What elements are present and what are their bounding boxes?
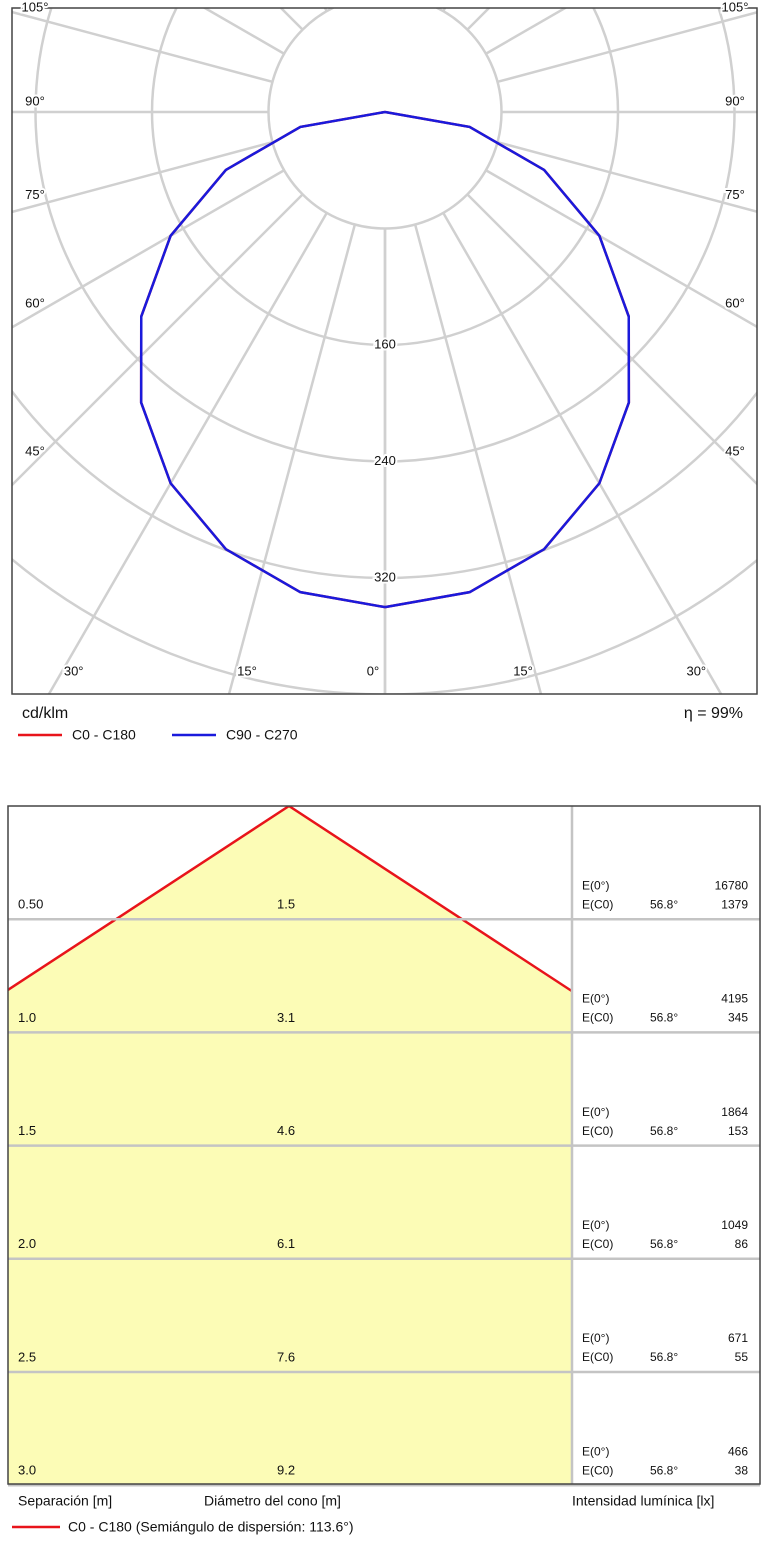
column-label: Separación [m] bbox=[18, 1493, 112, 1509]
r-tick-label: 320 bbox=[374, 569, 396, 584]
polar-plot: 160 240 320 bbox=[12, 8, 757, 694]
height-label: 1.0 bbox=[18, 1010, 36, 1025]
angle-label: 56.8° bbox=[650, 1237, 678, 1251]
e0-label: E(0°) bbox=[582, 1105, 609, 1119]
grid-spoke bbox=[442, 212, 723, 694]
angle-label: 105° bbox=[722, 0, 749, 15]
angle-label: 56.8° bbox=[650, 897, 678, 911]
angle-label: 90° bbox=[25, 93, 45, 108]
e0-value: 466 bbox=[728, 1444, 748, 1458]
height-label: 3.0 bbox=[18, 1463, 36, 1478]
angle-label: 75° bbox=[25, 187, 45, 202]
polar-labels: 0° 15° 15° 30° 30° 45° 45° 60° 60° 75° 75° 90° 90° 10… bbox=[11, 0, 758, 743]
grid-spoke bbox=[413, 224, 543, 694]
unit-label: cd/klm bbox=[22, 705, 68, 722]
efficiency: η = 99% bbox=[684, 705, 743, 722]
grid-spoke bbox=[323, 8, 328, 12]
legend-label: C0 - C180 bbox=[72, 727, 136, 743]
e0-value: 671 bbox=[728, 1331, 748, 1345]
angle-label: 56.8° bbox=[650, 1011, 678, 1025]
grid-spoke bbox=[497, 140, 757, 213]
curve bbox=[384, 110, 631, 609]
height-label: 1.5 bbox=[18, 1123, 36, 1138]
legend-label: C0 - C180 (Semiángulo de dispersión: 113… bbox=[68, 1519, 354, 1535]
height-label: 2.5 bbox=[18, 1349, 36, 1364]
grid-spoke bbox=[12, 193, 304, 487]
frame bbox=[11, 7, 758, 695]
ec0-value: 38 bbox=[735, 1463, 749, 1477]
grid-ring bbox=[267, 8, 503, 230]
angle-label: 45° bbox=[25, 443, 45, 458]
e0-label: E(0°) bbox=[582, 1331, 609, 1345]
diameter-label: 4.6 bbox=[277, 1123, 295, 1138]
column-label: Diámetro del cono [m] bbox=[204, 1493, 341, 1509]
ec0-value: 1379 bbox=[721, 897, 748, 911]
angle-label: 30° bbox=[686, 663, 706, 678]
ec0-label: E(C0) bbox=[582, 1237, 613, 1251]
e0-label: E(0°) bbox=[582, 992, 609, 1006]
legend-label: C90 - C270 bbox=[226, 727, 298, 743]
grid-spoke bbox=[47, 212, 328, 694]
angle-label: 56.8° bbox=[650, 1124, 678, 1138]
diameter-label: 6.1 bbox=[277, 1236, 295, 1251]
diameter-label: 9.2 bbox=[277, 1463, 295, 1478]
diameter-label: 1.5 bbox=[277, 897, 295, 912]
ec0-value: 153 bbox=[728, 1124, 748, 1138]
angle-label: 105° bbox=[22, 0, 49, 15]
e0-label: E(0°) bbox=[582, 1444, 609, 1458]
cone-diagram: 0.50 1.5 E(0°) E(C0) 56.8° 16780 1379 1.0 3.1 E(0… bbox=[7, 805, 761, 1535]
e0-value: 1864 bbox=[721, 1105, 748, 1119]
ec0-value: 345 bbox=[728, 1011, 748, 1025]
grid-spoke bbox=[12, 140, 273, 214]
grid-spoke bbox=[466, 193, 757, 486]
ec0-label: E(C0) bbox=[582, 1350, 613, 1364]
grid-spoke bbox=[12, 169, 285, 329]
angle-label: 0° bbox=[367, 663, 379, 678]
ec0-value: 55 bbox=[735, 1350, 749, 1364]
e0-label: E(0°) bbox=[582, 1218, 609, 1232]
angle-label: 60° bbox=[725, 296, 745, 311]
ec0-label: E(C0) bbox=[582, 1463, 613, 1477]
curve bbox=[139, 110, 386, 609]
angle-label: 75° bbox=[725, 187, 745, 202]
grid-spoke bbox=[485, 169, 757, 329]
grid-spoke bbox=[227, 224, 357, 694]
ec0-label: E(C0) bbox=[582, 897, 613, 911]
e0-value: 4195 bbox=[721, 992, 748, 1006]
frame bbox=[7, 805, 761, 1485]
grid-spoke bbox=[12, 10, 273, 84]
angle-label: 60° bbox=[25, 296, 45, 311]
angle-label: 45° bbox=[725, 443, 745, 458]
diameter-label: 3.1 bbox=[277, 1010, 295, 1025]
diameter-label: 7.6 bbox=[277, 1349, 295, 1364]
ec0-value: 86 bbox=[735, 1237, 749, 1251]
column-label: Intensidad lumínica [lx] bbox=[572, 1493, 714, 1509]
curve bbox=[384, 110, 631, 609]
ec0-label: E(C0) bbox=[582, 1124, 613, 1138]
e0-label: E(0°) bbox=[582, 878, 609, 892]
e0-value: 16780 bbox=[715, 878, 749, 892]
ec0-label: E(C0) bbox=[582, 1011, 613, 1025]
angle-label: 56.8° bbox=[650, 1350, 678, 1364]
height-label: 2.0 bbox=[18, 1236, 36, 1251]
e0-value: 1049 bbox=[721, 1218, 748, 1232]
grid-spoke bbox=[497, 11, 757, 84]
r-tick-label: 240 bbox=[374, 453, 396, 468]
height-label: 0.50 bbox=[18, 897, 43, 912]
angle-label: 15° bbox=[513, 663, 533, 678]
angle-label: 15° bbox=[237, 663, 257, 678]
angle-label: 30° bbox=[64, 663, 84, 678]
angle-label: 56.8° bbox=[650, 1463, 678, 1477]
angle-label: 90° bbox=[725, 93, 745, 108]
r-tick-label: 160 bbox=[374, 336, 396, 351]
curve bbox=[139, 110, 386, 609]
